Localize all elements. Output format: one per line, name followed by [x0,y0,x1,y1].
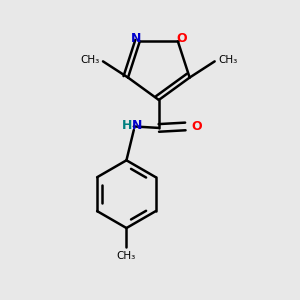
Text: CH₃: CH₃ [80,55,100,65]
Text: O: O [176,32,187,45]
Text: H: H [122,119,132,132]
Text: N: N [132,119,143,132]
Text: N: N [131,32,141,45]
Text: O: O [192,120,203,133]
Text: CH₃: CH₃ [218,55,237,65]
Text: CH₃: CH₃ [117,251,136,261]
